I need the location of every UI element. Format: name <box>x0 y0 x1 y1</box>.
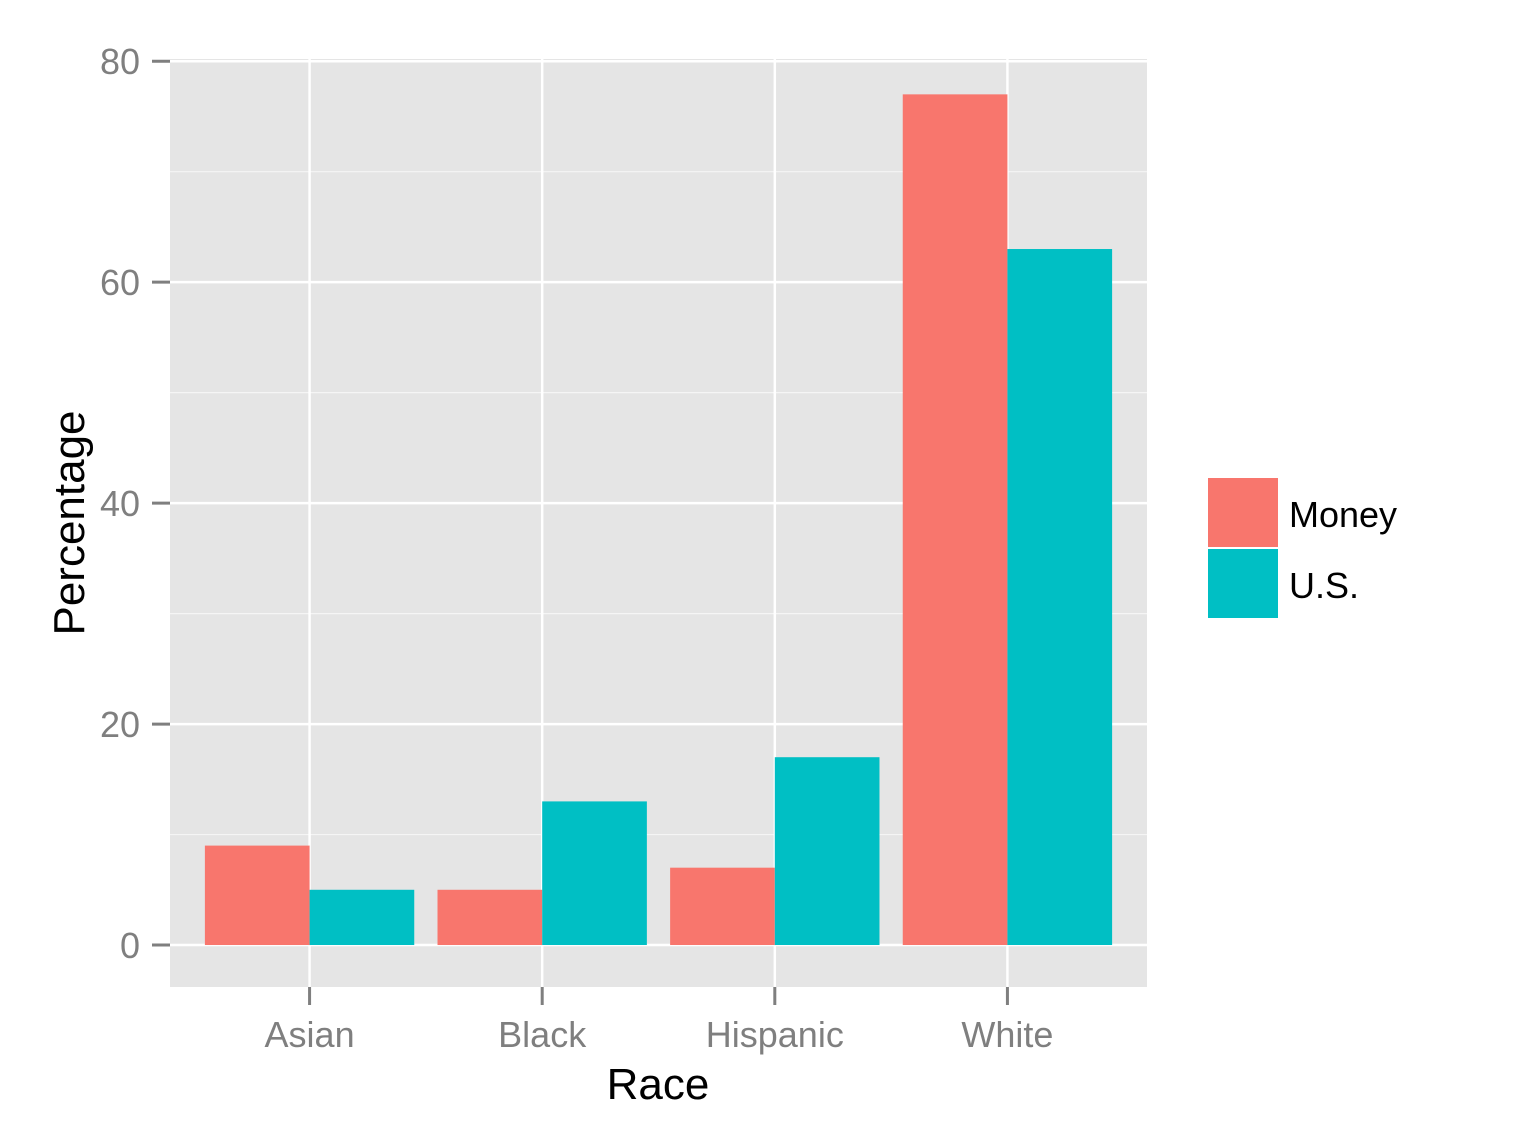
legend-label-us: U.S. <box>1289 565 1359 606</box>
bar-us-asian <box>309 889 415 946</box>
x-tick-label: Asian <box>265 1014 355 1055</box>
y-axis-title: Percentage <box>45 410 94 635</box>
bar-money-white <box>902 94 1008 946</box>
x-axis-title: Race <box>607 1060 710 1109</box>
bar-us-white <box>1007 249 1113 946</box>
y-tick-label: 60 <box>100 262 140 303</box>
bar-us-black <box>542 801 647 946</box>
y-axis: 0 20 40 60 80 <box>100 41 170 966</box>
bar-money-black <box>437 889 543 946</box>
x-axis: Asian Black Hispanic White <box>265 987 1053 1055</box>
bar-money-hispanic <box>670 867 775 946</box>
legend-key-money <box>1206 476 1280 549</box>
legend-key-us <box>1206 547 1280 620</box>
bar-money-asian <box>204 845 310 946</box>
y-tick-label: 20 <box>100 704 140 745</box>
x-tick-label: White <box>961 1014 1053 1055</box>
legend: Money U.S. <box>1206 476 1397 620</box>
bars <box>204 94 1113 946</box>
bar-us-hispanic <box>774 757 880 946</box>
y-tick-label: 0 <box>120 925 140 966</box>
x-tick-label: Black <box>498 1014 587 1055</box>
x-tick-label: Hispanic <box>706 1014 844 1055</box>
y-tick-label: 80 <box>100 41 140 82</box>
y-tick-label: 40 <box>100 483 140 524</box>
legend-label-money: Money <box>1289 494 1397 535</box>
